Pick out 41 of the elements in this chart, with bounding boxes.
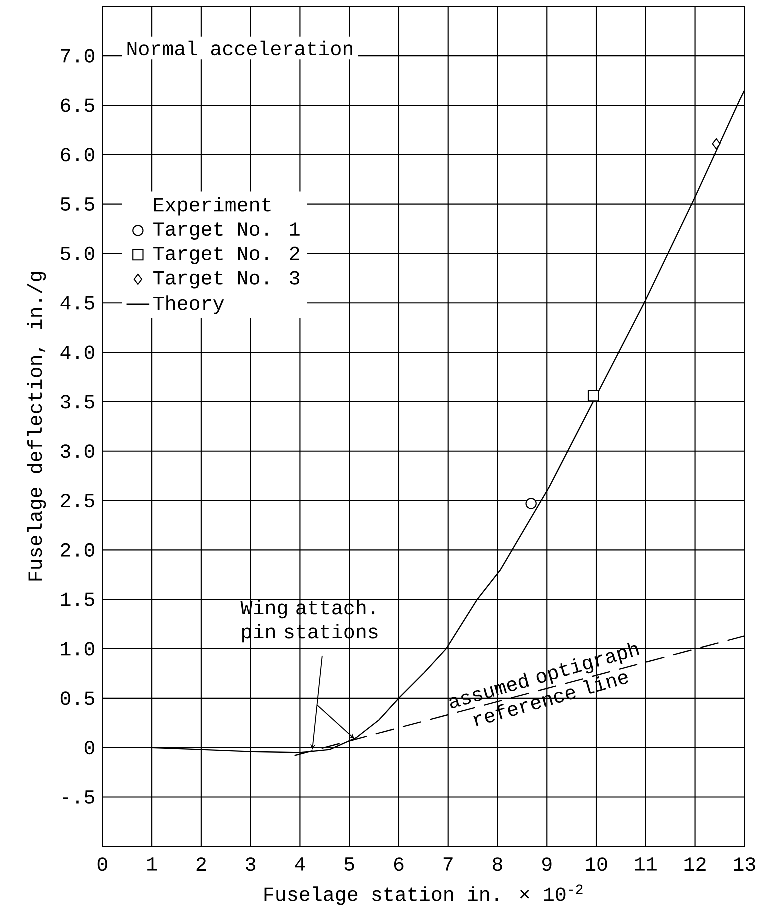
x-axis-title: Fuselage station in. × 10$^{-2}$ xyxy=(264,884,583,906)
y-axis-title: Fuselage deflection, in./g xyxy=(27,272,46,581)
x-tick-label: 2 xyxy=(196,858,206,871)
x-tick-label: 0 xyxy=(98,858,108,872)
x-tick-label: 1 xyxy=(147,858,158,871)
x-tick-label: 11 xyxy=(635,858,657,871)
x-tick-label: 9 xyxy=(542,858,552,872)
x-tick-label: 13 xyxy=(734,858,756,872)
y-tick-label: -.5 xyxy=(62,790,94,804)
x-tick-label: 5 xyxy=(344,858,354,871)
y-tick-label: 0 xyxy=(84,741,94,755)
y-tick-label: 4.0 xyxy=(60,346,94,360)
y-tick-label: 2.5 xyxy=(61,494,94,508)
point xyxy=(712,138,721,150)
legend-label: Theory xyxy=(154,296,224,314)
x-tick-label: 12 xyxy=(684,858,706,871)
y-tick-label: 5.0 xyxy=(60,246,94,261)
point xyxy=(588,390,600,402)
y-tick-label: 3.0 xyxy=(60,444,94,458)
x-tick-label: 6 xyxy=(394,858,404,872)
x-tick-label: 4 xyxy=(295,858,306,871)
y-tick-label: 0.5 xyxy=(60,692,94,706)
y-tick-label: 6.5 xyxy=(61,98,94,112)
y-tick-label: 7.0 xyxy=(61,49,94,63)
x-tick-label: 3 xyxy=(246,858,256,872)
y-tick-label: 5.5 xyxy=(60,198,94,211)
legend-label: Target No. 3 xyxy=(154,271,300,289)
y-tick-label: 1.5 xyxy=(61,592,94,606)
legend-label: Target No. 2 xyxy=(154,246,300,264)
x-tick-label: 8 xyxy=(493,858,502,872)
legend-label: Target No. 1 xyxy=(154,222,300,240)
text: Normal acceleration xyxy=(128,40,352,56)
x-tick-label: 7 xyxy=(444,858,453,871)
legend-title: Experiment xyxy=(154,197,271,216)
y-tick-label: 1.0 xyxy=(61,642,94,656)
y-tick-label: 4.5 xyxy=(60,296,94,310)
point xyxy=(526,498,537,510)
y-tick-label: 2.0 xyxy=(61,543,94,557)
y-tick-label: 6.0 xyxy=(61,148,94,162)
x-tick-label: 10 xyxy=(586,858,608,872)
y-tick-label: 3.5 xyxy=(60,395,94,409)
